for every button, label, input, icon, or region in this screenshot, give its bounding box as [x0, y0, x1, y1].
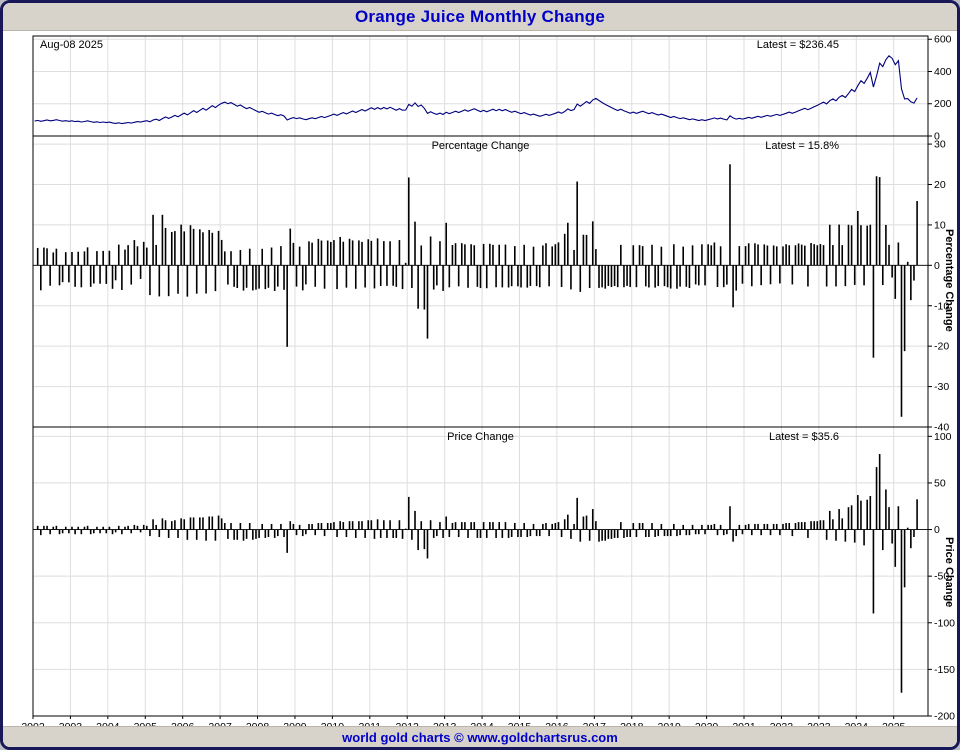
date-label: Aug-08 2025	[40, 39, 103, 51]
price-change-panel-title: Price Change	[447, 431, 514, 443]
svg-text:20: 20	[934, 179, 946, 191]
svg-text:0: 0	[934, 260, 940, 272]
price-latest-label: Latest = $236.45	[756, 39, 839, 51]
svg-text:200: 200	[934, 98, 952, 110]
price-line	[34, 55, 918, 125]
pct-axis-title: Percentage Change	[943, 229, 955, 332]
pct-latest-label: Latest = 15.8%	[765, 140, 839, 152]
svg-text:10: 10	[934, 219, 946, 231]
svg-text:-200: -200	[934, 711, 955, 723]
svg-text:30: 30	[934, 139, 946, 151]
svg-text:50: 50	[934, 477, 946, 489]
svg-text:-20: -20	[934, 341, 949, 353]
plot-svg: 02004006003020100-10-20-30-40100500-50-1…	[21, 34, 955, 733]
price-change-axis-title: Price Change	[943, 537, 955, 608]
svg-text:100: 100	[934, 431, 952, 443]
svg-text:-100: -100	[934, 617, 955, 629]
svg-text:600: 600	[934, 34, 952, 46]
title-bar: Orange Juice Monthly Change	[3, 3, 957, 31]
svg-text:0: 0	[934, 131, 940, 143]
svg-text:0: 0	[934, 524, 940, 536]
pct-panel-title: Percentage Change	[431, 140, 530, 152]
price-change-bars	[36, 454, 918, 693]
svg-text:-150: -150	[934, 664, 955, 676]
page-title: Orange Juice Monthly Change	[354, 6, 606, 26]
svg-text:-50: -50	[934, 571, 949, 583]
svg-text:-10: -10	[934, 300, 949, 312]
svg-text:400: 400	[934, 66, 952, 78]
price-change-latest-label: Latest = $35.6	[768, 431, 839, 443]
footer-bar: world gold charts © www.goldchartsrus.co…	[3, 726, 957, 747]
footer-link[interactable]: world gold charts © www.goldchartsrus.co…	[342, 729, 618, 745]
pct-change-bars	[36, 164, 918, 417]
svg-text:-40: -40	[934, 422, 949, 434]
svg-text:-30: -30	[934, 381, 949, 393]
